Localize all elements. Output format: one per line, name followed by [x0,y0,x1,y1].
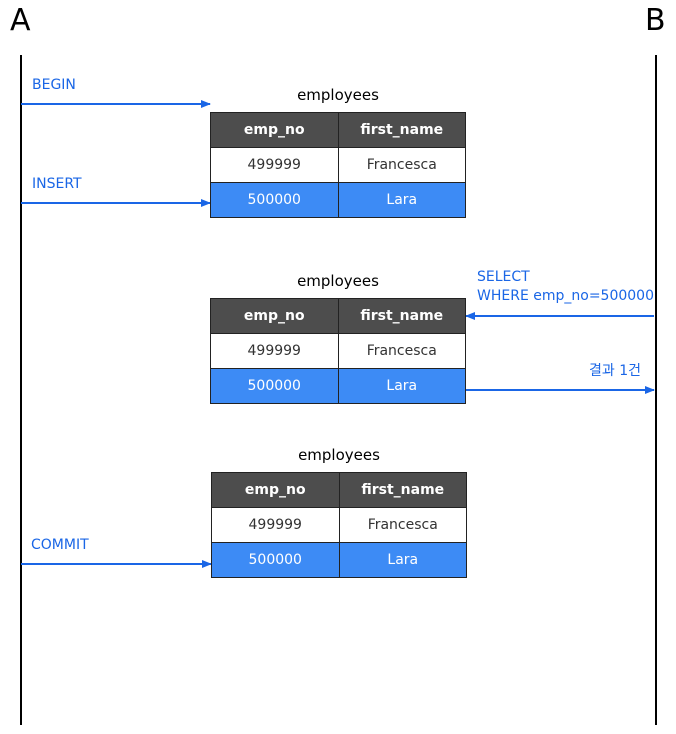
table-1-caption: employees [297,86,379,104]
table-row: 499999 Francesca [211,507,467,543]
cell-emp-no: 500000 [211,542,340,578]
header-emp-no: emp_no [210,298,339,334]
cell-first-name: Lara [337,182,466,218]
cell-first-name: Francesca [338,507,467,543]
table-row: 499999 Francesca [210,333,466,369]
header-first-name: first_name [337,112,466,148]
employees-table-2: emp_no first_name 499999 Francesca 50000… [210,298,466,404]
lifeline-b [655,55,657,725]
table-header-row: emp_no first_name [211,472,467,508]
table-row-highlighted: 500000 Lara [210,368,466,404]
cell-first-name: Lara [338,542,467,578]
select-message-label: SELECT WHERE emp_no=500000 [477,268,654,306]
commit-message-label: COMMIT [31,537,89,553]
header-emp-no: emp_no [210,112,339,148]
table-header-row: emp_no first_name [210,298,466,334]
cell-emp-no: 500000 [210,182,339,218]
header-first-name: first_name [338,472,467,508]
header-first-name: first_name [337,298,466,334]
actor-a-label: A [10,3,31,38]
cell-emp-no: 499999 [210,147,339,183]
table-row-highlighted: 500000 Lara [210,182,466,218]
employees-table-3: emp_no first_name 499999 Francesca 50000… [211,472,467,578]
header-emp-no: emp_no [211,472,340,508]
cell-first-name: Lara [337,368,466,404]
select-message-line1: SELECT [477,269,530,285]
actor-b-label: B [645,3,666,38]
insert-message-label: INSERT [32,176,82,192]
cell-first-name: Francesca [337,333,466,369]
table-header-row: emp_no first_name [210,112,466,148]
result-message-label: 결과 1건 [589,363,641,379]
table-row-highlighted: 500000 Lara [211,542,467,578]
begin-message-label: BEGIN [32,77,76,93]
cell-emp-no: 499999 [211,507,340,543]
cell-first-name: Francesca [337,147,466,183]
cell-emp-no: 499999 [210,333,339,369]
lifeline-a [20,55,22,725]
cell-emp-no: 500000 [210,368,339,404]
select-message-line2: WHERE emp_no=500000 [477,287,654,304]
table-2-caption: employees [297,272,379,290]
table-3-caption: employees [298,446,380,464]
employees-table-1: emp_no first_name 499999 Francesca 50000… [210,112,466,218]
table-row: 499999 Francesca [210,147,466,183]
